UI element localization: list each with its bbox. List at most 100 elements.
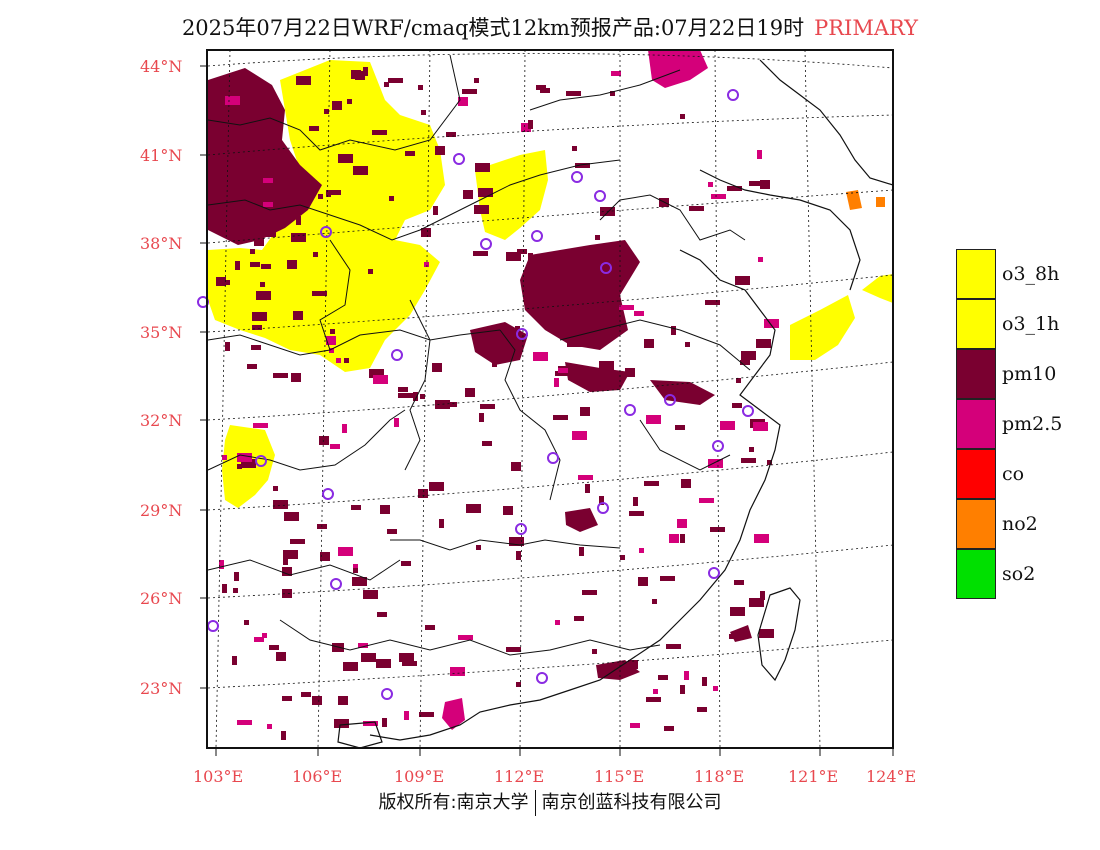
pollutant-cell — [421, 228, 431, 237]
pollutant-cell — [599, 496, 604, 505]
pollutant-cell — [326, 190, 341, 195]
title-tag: PRIMARY — [814, 16, 919, 40]
pollutant-cell — [592, 649, 597, 654]
pollutant-cell — [463, 190, 473, 199]
pollutant-cell — [432, 363, 442, 372]
pollutant-cell — [377, 612, 387, 617]
pollutant-cell — [401, 561, 411, 566]
station-circle-icon — [320, 226, 332, 238]
pollutant-cell — [413, 392, 418, 401]
pollutant-cell — [263, 202, 273, 207]
legend-swatch — [956, 299, 996, 349]
pollutant-cell — [480, 404, 495, 409]
lat-label: 44°N — [140, 57, 182, 76]
pollutant-cell — [458, 635, 473, 640]
lat-label: 35°N — [140, 323, 182, 342]
pollutant-cell — [689, 206, 704, 211]
map-frame — [206, 49, 894, 749]
pollutant-cell — [329, 348, 334, 353]
pollutant-cell — [282, 696, 292, 701]
pollutant-cell — [727, 186, 742, 191]
pollutant-cell — [764, 319, 779, 328]
no2-region-small — [876, 197, 885, 207]
pollutant-cell — [389, 196, 394, 201]
pollutant-cell — [506, 647, 521, 652]
pollutant-cell — [554, 378, 559, 387]
pollutant-cell — [749, 598, 764, 607]
pollutant-cell — [630, 723, 640, 728]
pollutant-cell — [281, 213, 291, 218]
pollutant-cell — [528, 253, 533, 262]
pollutant-cell — [572, 146, 577, 151]
pollutant-cell — [558, 368, 568, 373]
pollutant-cell — [474, 78, 479, 83]
pollutant-cell — [301, 692, 311, 697]
pollutant-cell — [680, 534, 685, 543]
lat-label: 26°N — [140, 589, 182, 608]
copyright-footer: 版权所有:南京大学 南京创蓝科技有限公司 — [0, 788, 1100, 816]
pollutant-cell — [675, 425, 685, 430]
station-circle-icon — [664, 394, 676, 406]
pollutant-cell — [425, 625, 435, 630]
pollutant-cell — [708, 459, 723, 468]
pollutant-cell — [254, 637, 264, 642]
pollutant-cell — [319, 436, 329, 445]
pollutant-cell — [465, 388, 475, 397]
copyright-company: 南京创蓝科技有限公司 — [541, 792, 722, 813]
pollutant-cell — [671, 326, 676, 335]
pollutant-cell — [595, 235, 600, 240]
pollutant-cell — [347, 99, 352, 104]
pollutant-cell — [237, 464, 242, 469]
station-circle-icon — [600, 262, 612, 274]
pollutant-cell — [296, 216, 301, 225]
pollutant-cell — [219, 560, 224, 569]
pollutant-cell — [677, 519, 687, 528]
pollutant-cell — [697, 707, 707, 712]
pollutant-cell — [293, 311, 303, 320]
pollutant-cell — [567, 338, 582, 347]
pollutant-cell — [633, 497, 638, 506]
pollutant-cell — [759, 629, 774, 638]
station-circle-icon — [547, 452, 559, 464]
pollutant-cell — [241, 459, 256, 468]
pollutant-cell — [276, 652, 286, 661]
pollutant-cell — [363, 721, 378, 726]
pollutant-cell — [732, 403, 742, 408]
pollutant-cell — [528, 120, 533, 129]
station-circle-icon — [381, 688, 393, 700]
pollutant-cell — [373, 375, 388, 384]
pollutant-cell — [353, 166, 368, 175]
pollutant-cell — [376, 659, 391, 668]
pollutant-cell — [384, 82, 389, 87]
pollutant-cell — [266, 228, 276, 237]
pollutant-cell — [735, 276, 750, 285]
pollutant-cell — [225, 342, 230, 351]
pollutant-cell — [405, 151, 415, 156]
pollutant-cell — [516, 551, 521, 560]
pollutant-cell — [372, 130, 387, 135]
pollutant-cell — [540, 88, 550, 93]
pollutant-cell — [222, 584, 227, 593]
longitude-labels: 103°E 106°E 109°E 112°E 115°E 118°E 121°… — [193, 767, 916, 786]
pollutant-cell — [749, 447, 754, 452]
legend-label: pm2.5 — [1002, 413, 1063, 435]
pollutant-cell — [720, 421, 735, 430]
hainan-island — [337, 721, 383, 749]
station-circle-icon — [322, 488, 334, 500]
pollutant-cell — [363, 590, 378, 599]
pollutant-cell — [250, 249, 255, 254]
pollutant-cell — [313, 252, 318, 257]
pollutant-cell — [398, 387, 408, 392]
station-circle-icon — [597, 502, 609, 514]
pollutant-cell — [402, 661, 417, 666]
pollutant-cell — [418, 85, 423, 90]
pollutant-cell — [394, 418, 399, 427]
pollutant-cell — [353, 568, 358, 573]
pollutant-cell — [638, 577, 648, 586]
pollutant-cell — [222, 455, 227, 460]
station-circle-icon — [453, 153, 465, 165]
pollutant-cell — [244, 620, 249, 625]
station-circle-icon — [480, 238, 492, 250]
legend-swatch — [956, 499, 996, 549]
pollutant-cell — [420, 394, 425, 399]
